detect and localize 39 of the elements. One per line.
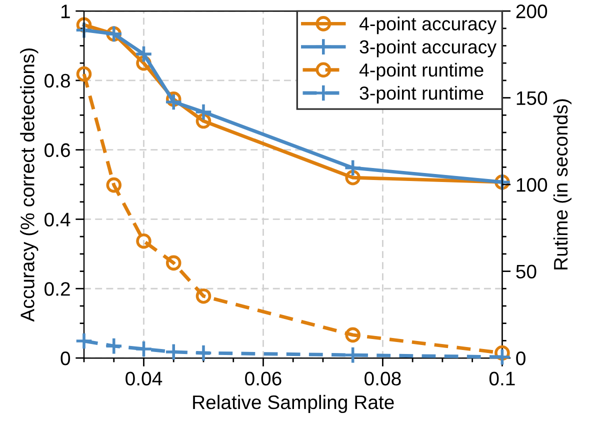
- y2-tick-label: 100: [516, 178, 548, 192]
- y-tick-label: 0.6: [44, 143, 70, 158]
- point: [136, 233, 152, 249]
- point: [194, 344, 213, 362]
- point: [166, 255, 182, 271]
- x-tick-label: 0.04: [126, 372, 162, 386]
- legend-label: 3-point runtime: [360, 86, 484, 104]
- point: [196, 288, 212, 304]
- x-tick-label: 0.06: [245, 372, 282, 386]
- legend-label: 4-point accuracy: [359, 16, 497, 34]
- point: [345, 170, 360, 186]
- legend-label: 4-point runtime: [359, 62, 484, 80]
- y2-tick-label: 50: [516, 264, 536, 279]
- y-tick-label: 0.2: [44, 282, 70, 296]
- point: [106, 177, 122, 193]
- y-tick-label: 0.4: [44, 212, 70, 226]
- y2-axis-title: Rutime (in seconds): [553, 99, 572, 270]
- point: [104, 337, 123, 356]
- point: [345, 327, 360, 343]
- point: [194, 102, 213, 122]
- y2-tick-label: 0: [516, 351, 526, 366]
- y-tick-label: 0.8: [44, 74, 70, 88]
- x-tick-label: 0.1: [489, 372, 515, 386]
- x-axis-title: Relative Sampling Rate: [193, 394, 394, 414]
- point: [74, 332, 94, 350]
- y-axis-title: Accuracy (% correct detections): [20, 48, 38, 322]
- point: [196, 113, 212, 129]
- point: [344, 158, 362, 177]
- x-tick-label: 0.08: [364, 372, 401, 386]
- point: [134, 45, 153, 64]
- y-tick-label: 1: [61, 4, 70, 18]
- point: [134, 340, 153, 358]
- y2-tick-label: 150: [516, 91, 548, 106]
- y2-tick-label: 200: [516, 4, 548, 18]
- y-tick-label: 0: [60, 351, 70, 366]
- point: [76, 66, 92, 82]
- point: [74, 21, 94, 40]
- legend-label: 3-point accuracy: [360, 40, 497, 58]
- point: [164, 92, 183, 111]
